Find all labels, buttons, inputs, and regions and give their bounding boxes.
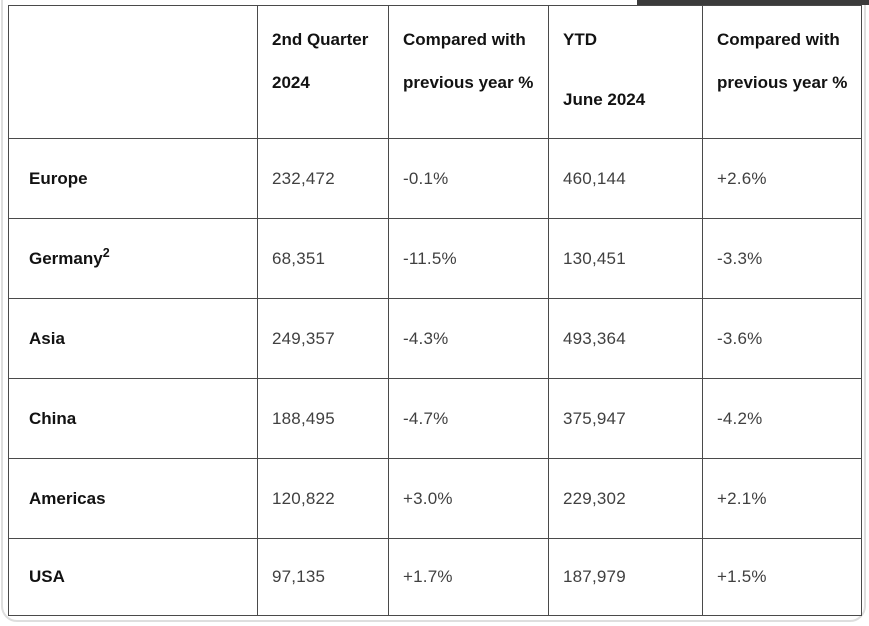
region-label: Asia	[8, 298, 258, 379]
table-header-row: 2nd Quarter 2024 Compared with previous …	[8, 5, 862, 139]
header-ytd-line1: YTD	[563, 30, 597, 49]
q2-yoy-value: +3.0%	[388, 458, 549, 539]
q2-yoy-value: -11.5%	[388, 218, 549, 299]
region-label: USA	[8, 538, 258, 616]
q2-yoy-value: -0.1%	[388, 138, 549, 219]
region-label: China	[8, 378, 258, 459]
header-ytd-yoy-line1: Compared with	[717, 30, 840, 49]
header-q2-yoy-line1: Compared with	[403, 30, 526, 49]
ytd-value: 493,364	[548, 298, 703, 379]
table-row-asia: Asia 249,357 -4.3% 493,364 -3.6%	[8, 298, 862, 379]
q2-yoy-value: -4.3%	[388, 298, 549, 379]
header-ytd-line2: June 2024	[563, 90, 646, 109]
region-text: USA	[29, 567, 65, 586]
region-label: Europe	[8, 138, 258, 219]
header-region	[8, 5, 258, 139]
ytd-yoy-value: +2.6%	[702, 138, 862, 219]
q2-value: 232,472	[257, 138, 389, 219]
ytd-value: 229,302	[548, 458, 703, 539]
ytd-yoy-value: -3.6%	[702, 298, 862, 379]
header-q2-line1: 2nd Quarter	[272, 30, 369, 49]
ytd-yoy-value: +1.5%	[702, 538, 862, 616]
ytd-value: 460,144	[548, 138, 703, 219]
region-text: Europe	[29, 168, 88, 188]
header-ytd-yoy: Compared with previous year %	[702, 5, 862, 139]
region-text: China	[29, 408, 77, 428]
table-row-china: China 188,495 -4.7% 375,947 -4.2%	[8, 378, 862, 459]
ytd-yoy-value: -4.2%	[702, 378, 862, 459]
q2-value: 68,351	[257, 218, 389, 299]
table-row-germany: Germany2 68,351 -11.5% 130,451 -3.3%	[8, 218, 862, 299]
table-row-usa: USA 97,135 +1.7% 187,979 +1.5%	[8, 538, 862, 616]
region-text: Americas	[29, 488, 106, 508]
ytd-yoy-value: -3.3%	[702, 218, 862, 299]
q2-value: 97,135	[257, 538, 389, 616]
region-label: Germany2	[8, 218, 258, 299]
q2-value: 120,822	[257, 458, 389, 539]
header-q2-2024: 2nd Quarter 2024	[257, 5, 389, 139]
q2-value: 188,495	[257, 378, 389, 459]
q2-value: 249,357	[257, 298, 389, 379]
region-label: Americas	[8, 458, 258, 539]
region-text: Germany	[29, 248, 103, 268]
header-q2-yoy: Compared with previous year %	[388, 5, 549, 139]
header-ytd-yoy-line2: previous year %	[717, 73, 848, 92]
q2-yoy-value: -4.7%	[388, 378, 549, 459]
table-row-europe: Europe 232,472 -0.1% 460,144 +2.6%	[8, 138, 862, 219]
header-ytd: YTD June 2024	[548, 5, 703, 139]
header-q2-line2: 2024	[272, 73, 310, 92]
ytd-yoy-value: +2.1%	[702, 458, 862, 539]
table-row-americas: Americas 120,822 +3.0% 229,302 +2.1%	[8, 458, 862, 539]
ytd-value: 130,451	[548, 218, 703, 299]
ytd-value: 375,947	[548, 378, 703, 459]
header-q2-yoy-line2: previous year %	[403, 73, 534, 92]
region-footnote: 2	[102, 245, 110, 260]
cropped-top-element-edge	[637, 0, 869, 5]
ytd-value: 187,979	[548, 538, 703, 616]
region-text: Asia	[29, 328, 65, 348]
regional-deliveries-table: 2nd Quarter 2024 Compared with previous …	[8, 5, 862, 616]
q2-yoy-value: +1.7%	[388, 538, 549, 616]
